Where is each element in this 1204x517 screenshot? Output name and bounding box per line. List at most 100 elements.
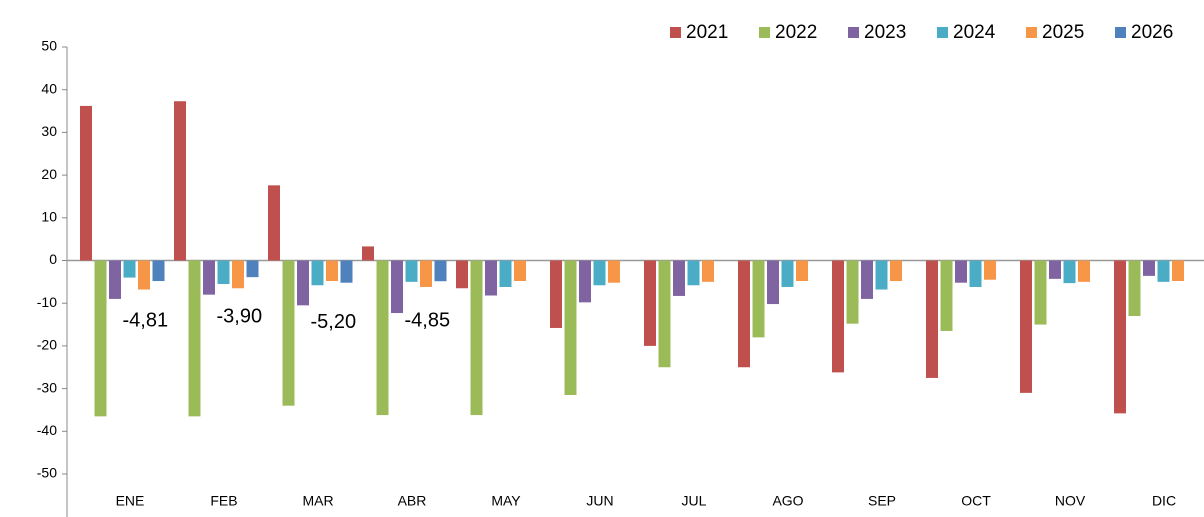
bar <box>434 260 447 282</box>
x-tick-label: JUL <box>682 493 707 509</box>
bar <box>752 260 765 338</box>
bar <box>969 260 982 287</box>
y-tick-label: -40 <box>37 422 57 438</box>
legend-swatch <box>1115 27 1126 38</box>
bar <box>340 260 353 283</box>
bar <box>658 260 671 368</box>
y-tick-label: -10 <box>37 294 57 310</box>
bar <box>1049 260 1061 279</box>
bar <box>644 260 656 346</box>
y-tick-label: 30 <box>41 123 57 139</box>
x-tick-label: ABR <box>398 493 427 509</box>
x-tick-label: OCT <box>961 493 991 509</box>
bar <box>94 260 107 417</box>
x-tick-label: DIC <box>1152 493 1176 509</box>
bar <box>188 260 201 417</box>
bar <box>687 260 700 286</box>
x-tick-label: ENE <box>116 493 145 509</box>
bar <box>123 260 136 278</box>
bar <box>940 260 953 331</box>
bar <box>608 260 620 283</box>
bar <box>781 260 794 287</box>
bar <box>1020 260 1032 393</box>
x-tick-label: MAR <box>302 493 333 509</box>
bar <box>282 260 295 406</box>
bar <box>203 260 215 295</box>
legend-label: 2021 <box>686 22 728 43</box>
bar <box>738 260 750 368</box>
bar <box>1034 260 1047 325</box>
legend-swatch <box>759 27 770 38</box>
bar <box>767 260 779 305</box>
value-label: -5,20 <box>311 311 357 333</box>
legend-swatch <box>937 27 948 38</box>
legend-label: 2023 <box>864 22 906 43</box>
bar <box>564 260 577 396</box>
bar <box>796 260 808 281</box>
y-tick-label: 10 <box>41 209 57 225</box>
bar <box>832 260 844 373</box>
bar <box>152 260 165 282</box>
bar <box>1078 260 1090 282</box>
bar <box>1172 260 1184 281</box>
legend-swatch <box>1026 27 1037 38</box>
bar <box>514 260 526 281</box>
bar <box>875 260 888 290</box>
bar <box>376 260 389 416</box>
bar <box>268 185 280 261</box>
bar <box>550 260 562 328</box>
bar <box>846 260 859 324</box>
bar <box>217 260 230 284</box>
legend-label: 2025 <box>1042 22 1084 43</box>
bar <box>470 260 483 416</box>
bar <box>405 260 418 282</box>
bar <box>955 260 967 283</box>
x-tick-label: NOV <box>1055 493 1086 509</box>
bar <box>362 246 374 261</box>
bar <box>926 260 938 378</box>
bar <box>984 260 996 280</box>
legend-label: 2026 <box>1131 22 1173 43</box>
y-tick-label: -30 <box>37 379 57 395</box>
x-tick-label: SEP <box>868 493 896 509</box>
value-label: -4,81 <box>123 309 169 331</box>
bar <box>391 260 403 314</box>
y-tick-label: 50 <box>41 38 57 54</box>
bar <box>80 105 92 261</box>
x-tick-label: JUN <box>586 493 613 509</box>
bar <box>1157 260 1170 282</box>
bar <box>326 260 338 281</box>
bar <box>246 260 259 278</box>
bar <box>456 260 468 289</box>
y-tick-label: 0 <box>49 251 57 267</box>
y-tick-label: 40 <box>41 80 57 96</box>
bar <box>1128 260 1141 317</box>
legend-label: 2022 <box>775 22 817 43</box>
x-tick-label: AGO <box>772 493 803 509</box>
y-tick-label: -20 <box>37 337 57 353</box>
bar <box>1143 260 1155 276</box>
bar <box>485 260 497 296</box>
bar <box>593 260 606 286</box>
y-tick-label: 20 <box>41 166 57 182</box>
legend-label: 2024 <box>953 22 996 43</box>
legend-swatch <box>848 27 859 38</box>
bar <box>297 260 309 306</box>
bar <box>174 101 186 261</box>
bar <box>702 260 714 282</box>
x-tick-label: FEB <box>210 493 237 509</box>
value-label: -3,90 <box>217 305 263 327</box>
bar <box>579 260 591 303</box>
bar <box>1063 260 1076 284</box>
bar <box>138 260 150 290</box>
bar <box>109 260 121 299</box>
bar <box>1114 260 1126 414</box>
bar <box>673 260 685 296</box>
y-tick-label: -50 <box>37 465 57 481</box>
value-label: -4,85 <box>405 309 451 331</box>
bar <box>499 260 512 287</box>
x-tick-label: MAY <box>491 493 521 509</box>
bar <box>311 260 324 286</box>
bar <box>232 260 244 289</box>
